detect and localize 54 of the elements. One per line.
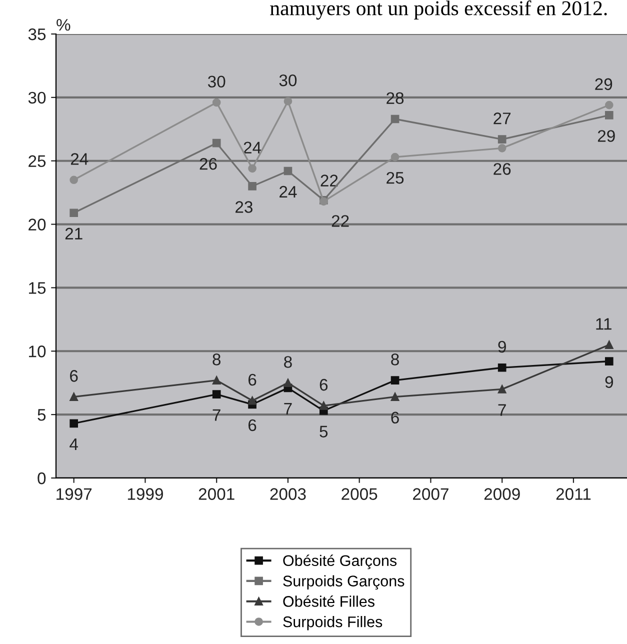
text: namuyers ont un poids excessif en 2012. xyxy=(270,0,607,20)
x-tick-label: 2009 xyxy=(484,488,520,500)
y-tick-label: 20 xyxy=(28,218,46,230)
y-tick-label: 30 xyxy=(28,92,46,104)
data-label: 21 xyxy=(65,228,82,240)
data-label: 6 xyxy=(70,370,78,382)
data-label: 7 xyxy=(284,402,292,414)
data-label: 11 xyxy=(596,318,612,330)
data-label: 9 xyxy=(498,340,506,353)
x-tick-label: 2003 xyxy=(270,488,306,500)
x-tick-label: 2005 xyxy=(342,488,378,500)
data-label: 30 xyxy=(279,74,297,86)
data-label: 29 xyxy=(595,78,612,90)
data-label: 30 xyxy=(208,76,226,88)
data-label: 8 xyxy=(391,354,399,366)
data-label: 25 xyxy=(386,172,404,184)
data-label: 7 xyxy=(498,404,506,416)
y-tick-label: 5 xyxy=(38,409,46,421)
y-tick-label: 25 xyxy=(28,155,46,168)
data-label: 24 xyxy=(280,186,297,198)
y-tick-label: 10 xyxy=(29,346,46,358)
y-axis-title: % xyxy=(56,18,70,31)
data-label: 22 xyxy=(320,174,338,186)
y-tick-label: 35 xyxy=(28,28,46,40)
data-label: 7 xyxy=(212,409,220,421)
data-label: 6 xyxy=(248,374,256,386)
data-label: 8 xyxy=(212,354,221,366)
data-label: 6 xyxy=(320,378,328,391)
data-label: 5 xyxy=(320,426,328,438)
x-tick-label: 2007 xyxy=(413,488,448,500)
legend-label: Surpoids Filles xyxy=(283,616,382,630)
data-label: 29 xyxy=(598,130,615,142)
x-tick-label: 1997 xyxy=(56,488,92,500)
data-label: 9 xyxy=(605,376,613,388)
data-label: 22 xyxy=(332,215,349,227)
legend-label: Surpoids Garçons xyxy=(283,575,404,590)
data-label: 6 xyxy=(248,419,256,432)
x-tick-label: 2011 xyxy=(556,488,591,500)
data-label: 24 xyxy=(244,142,262,154)
y-tick-label: 0 xyxy=(38,472,46,484)
legend-label: Obésité Garçons xyxy=(283,554,397,570)
data-label: 4 xyxy=(70,438,78,450)
x-tick-label: 1999 xyxy=(128,488,163,500)
data-label: 27 xyxy=(494,112,511,124)
data-label: 26 xyxy=(200,158,217,170)
data-label: 6 xyxy=(391,412,399,424)
data-label: 23 xyxy=(236,201,252,213)
data-label: 26 xyxy=(494,163,511,175)
data-label: 8 xyxy=(284,356,292,368)
data-label: 24 xyxy=(70,153,88,165)
legend-label: Obésité Filles xyxy=(283,595,374,607)
data-label: 28 xyxy=(386,92,404,104)
y-tick-label: 15 xyxy=(29,282,46,294)
x-tick-label: 2001 xyxy=(198,488,234,500)
